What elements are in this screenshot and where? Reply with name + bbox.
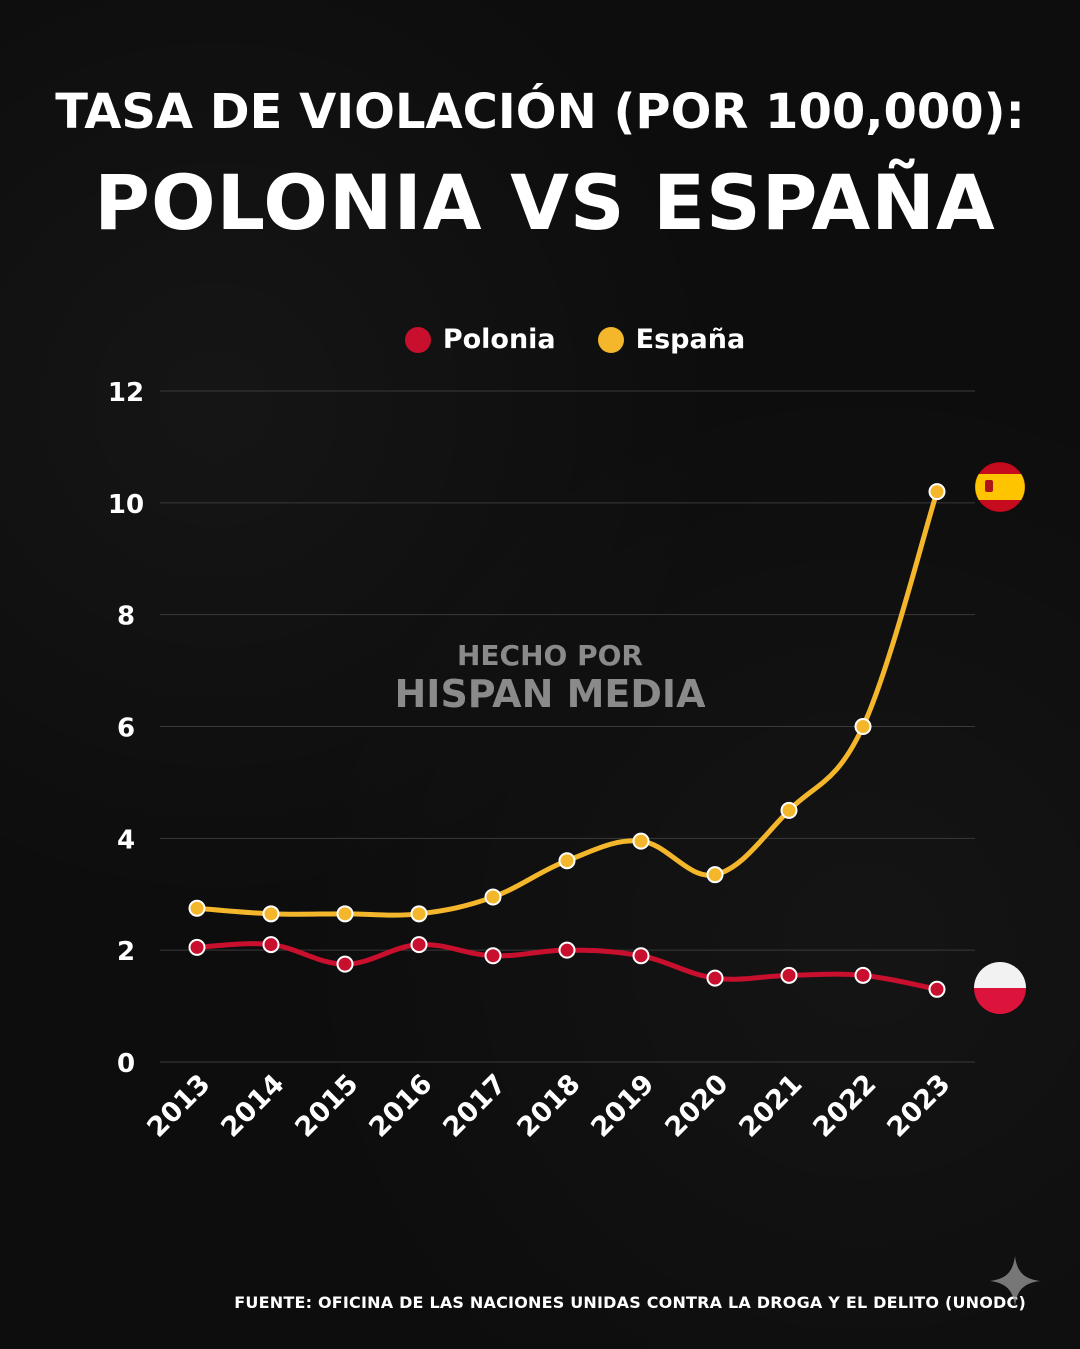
series-espana bbox=[188, 483, 946, 923]
y-tick-label: 4 bbox=[117, 825, 135, 855]
chart-title: TASA DE VIOLACIÓN (POR 100,000): bbox=[55, 84, 1025, 140]
poland-flag-icon bbox=[974, 962, 1026, 1014]
x-tick-label: 2015 bbox=[289, 1068, 364, 1143]
data-point bbox=[706, 866, 724, 884]
x-tick-label: 2018 bbox=[511, 1068, 586, 1143]
sparkle-icon bbox=[990, 1256, 1040, 1306]
x-tick-label: 2013 bbox=[141, 1068, 216, 1143]
x-tick-label: 2016 bbox=[363, 1068, 438, 1143]
data-point bbox=[706, 969, 724, 987]
data-point bbox=[336, 955, 354, 973]
data-point bbox=[262, 936, 280, 954]
x-tick-label: 2021 bbox=[733, 1068, 808, 1143]
x-tick-label: 2017 bbox=[437, 1068, 512, 1143]
series bbox=[188, 483, 946, 998]
legend-item-polonia: Polonia bbox=[404, 324, 556, 355]
chart-subtitle: POLONIA VS ESPAÑA bbox=[94, 158, 996, 247]
x-tick-label: 2020 bbox=[659, 1068, 734, 1143]
x-tick-label: 2022 bbox=[807, 1068, 882, 1143]
flags bbox=[974, 461, 1026, 1014]
data-point bbox=[928, 980, 946, 998]
data-point bbox=[558, 852, 576, 870]
y-tick-label: 10 bbox=[108, 490, 144, 520]
data-point bbox=[854, 966, 872, 984]
data-point bbox=[854, 718, 872, 735]
data-point bbox=[484, 947, 502, 965]
data-point bbox=[780, 966, 798, 984]
x-tick-label: 2014 bbox=[215, 1068, 290, 1143]
grid bbox=[160, 390, 975, 1063]
data-point bbox=[262, 905, 280, 923]
legend-label-espana: España bbox=[635, 324, 746, 355]
y-tick-label: 6 bbox=[117, 714, 135, 744]
x-tick-label: 2023 bbox=[881, 1068, 956, 1143]
data-point bbox=[632, 947, 650, 965]
series-polonia bbox=[188, 936, 946, 998]
legend-swatch-espana bbox=[597, 326, 624, 353]
data-point bbox=[336, 905, 354, 923]
y-axis-ticks: 0 2 4 6 8 10 12 bbox=[108, 378, 144, 1079]
x-axis-ticks: 2013201420152016201720182019202020212022… bbox=[141, 1068, 956, 1143]
legend: Polonia España bbox=[0, 324, 1080, 355]
watermark-line1: HECHO POR bbox=[457, 639, 643, 672]
data-point bbox=[188, 899, 206, 917]
watermark-line2: HISPAN MEDIA bbox=[394, 672, 706, 716]
data-point bbox=[780, 801, 798, 819]
data-point bbox=[188, 938, 206, 956]
y-tick-label: 0 bbox=[117, 1049, 135, 1079]
watermark: HECHO POR HISPAN MEDIA bbox=[350, 639, 750, 717]
data-point bbox=[928, 483, 946, 501]
y-tick-label: 12 bbox=[108, 378, 144, 408]
y-tick-label: 8 bbox=[117, 602, 135, 632]
y-tick-label: 2 bbox=[117, 937, 135, 967]
data-point bbox=[410, 905, 428, 923]
data-point bbox=[558, 941, 576, 959]
legend-swatch-polonia bbox=[404, 326, 431, 353]
data-point bbox=[484, 888, 502, 906]
spain-flag-icon bbox=[974, 461, 1026, 513]
legend-label-polonia: Polonia bbox=[442, 324, 556, 355]
x-tick-label: 2019 bbox=[585, 1068, 660, 1143]
legend-item-espana: España bbox=[597, 324, 746, 355]
data-point bbox=[632, 832, 650, 850]
data-point bbox=[410, 936, 428, 954]
source-note: FUENTE: OFICINA DE LAS NACIONES UNIDAS C… bbox=[234, 1293, 1026, 1312]
